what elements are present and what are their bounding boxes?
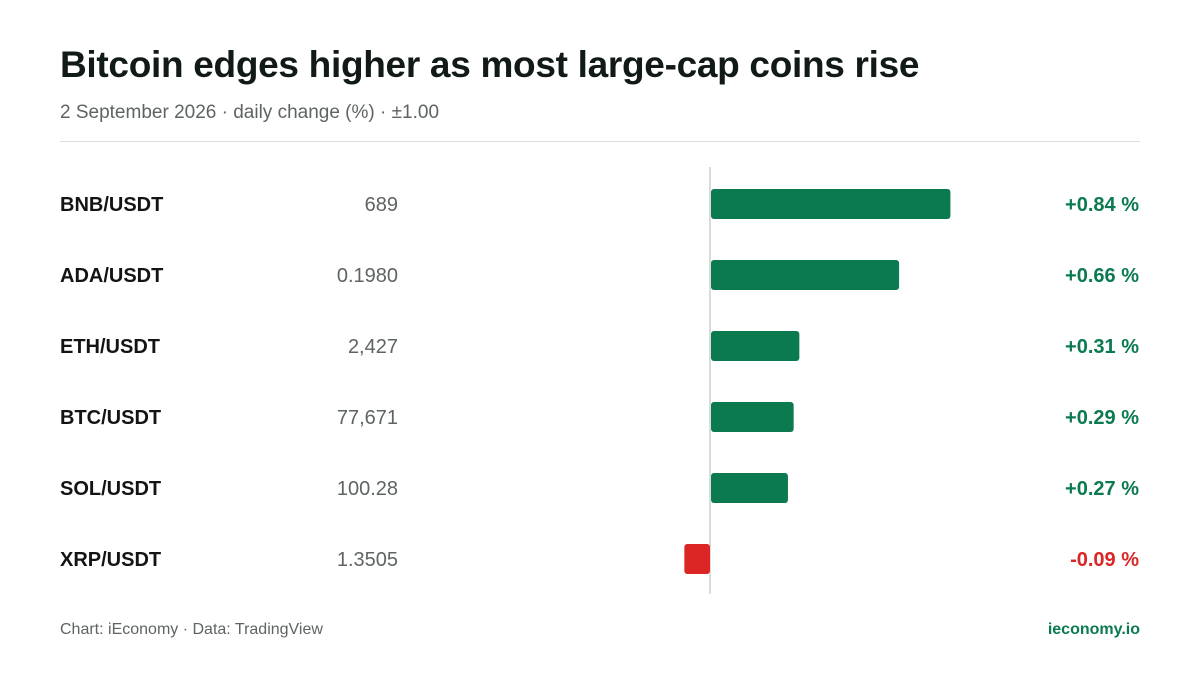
category-label: BTC/USDT [60, 407, 161, 429]
bar [684, 544, 710, 574]
chart-title: Bitcoin edges higher as most large-cap c… [60, 44, 920, 85]
value-label: +0.29 % [1065, 407, 1139, 429]
bar [711, 331, 800, 361]
bar [711, 260, 900, 290]
price-label: 0.1980 [337, 265, 398, 287]
bar [711, 473, 788, 503]
value-label: +0.66 % [1065, 265, 1139, 287]
value-label: -0.09 % [1070, 549, 1139, 571]
price-label: 1.3505 [337, 549, 398, 571]
price-label: 2,427 [348, 336, 398, 358]
category-label: ETH/USDT [60, 336, 160, 358]
bar [711, 402, 794, 432]
value-label: +0.31 % [1065, 336, 1139, 358]
category-label: BNB/USDT [60, 194, 163, 216]
bar [711, 189, 951, 219]
price-label: 100.28 [337, 478, 398, 500]
price-label: 689 [365, 194, 398, 216]
brand-link[interactable]: ieconomy.io [1047, 621, 1140, 638]
value-label: +0.27 % [1065, 478, 1139, 500]
category-label: XRP/USDT [60, 549, 161, 571]
chart-subtitle: 2 September 2026 · daily change (%) · ±1… [60, 102, 440, 123]
price-label: 77,671 [337, 407, 398, 429]
header-divider [60, 141, 1140, 142]
source-credit: Chart: iEconomy · Data: TradingView [60, 621, 323, 638]
category-label: ADA/USDT [60, 265, 163, 287]
category-label: SOL/USDT [60, 478, 161, 500]
value-label: +0.84 % [1065, 194, 1139, 216]
